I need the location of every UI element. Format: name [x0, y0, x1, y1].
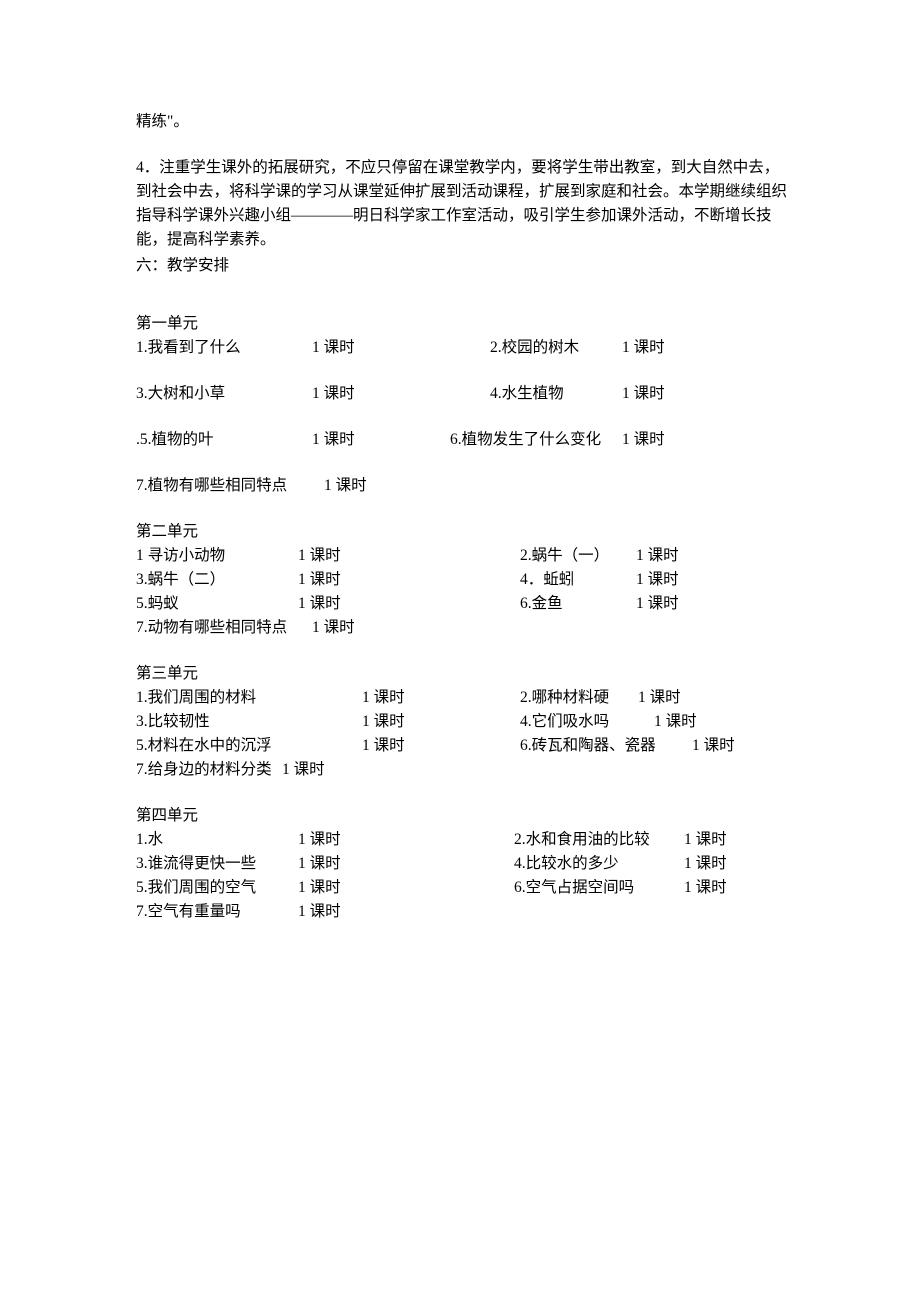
unit1-item3-left-hours: 1 课时	[312, 428, 450, 452]
unit1-item2-right: 4.水生植物	[490, 382, 622, 406]
unit4-row3: 5.我们周围的空气 1 课时 6.空气占据空间吗 1 课时	[136, 876, 788, 900]
unit4-row1: 1.水 1 课时 2.水和食用油的比较 1 课时	[136, 828, 788, 852]
unit2-item1-left: 1 寻访小动物	[136, 544, 298, 568]
unit1-item2-left: 3.大树和小草	[136, 382, 312, 406]
unit1-item2-right-hours: 1 课时	[622, 382, 665, 406]
unit4-item4-left-hours: 1 课时	[298, 900, 341, 924]
unit4-row2: 3.谁流得更快一些 1 课时 4.比较水的多少 1 课时	[136, 852, 788, 876]
unit2-item1-left-hours: 1 课时	[298, 544, 520, 568]
unit3-item2-right: 4.它们吸水吗	[520, 710, 654, 734]
unit1-row1: 1.我看到了什么 1 课时 2.校园的树木 1 课时	[136, 336, 788, 360]
unit3-row3: 5.材料在水中的沉浮 1 课时 6.砖瓦和陶器、瓷器 1 课时	[136, 734, 788, 758]
unit2-item4-left: 7.动物有哪些相同特点	[136, 616, 312, 640]
unit1-item2-left-hours: 1 课时	[312, 382, 490, 406]
unit1-item3-right: 6.植物发生了什么变化	[450, 428, 622, 452]
unit4-row4: 7.空气有重量吗 1 课时	[136, 900, 788, 924]
unit2-item1-right: 2.蜗牛（一）	[520, 544, 636, 568]
unit3-title: 第三单元	[136, 662, 788, 686]
unit4-item1-right-hours: 1 课时	[684, 828, 727, 852]
unit2-row4: 7.动物有哪些相同特点 1 课时	[136, 616, 788, 640]
unit3-item3-right: 6.砖瓦和陶器、瓷器	[520, 734, 692, 758]
unit1-item1-left: 1.我看到了什么	[136, 336, 312, 360]
unit3-row4: 7.给身边的材料分类 1 课时	[136, 758, 788, 782]
unit1-row3: .5.植物的叶 1 课时 6.植物发生了什么变化 1 课时	[136, 428, 788, 452]
section-6-heading: 六：教学安排	[136, 254, 788, 278]
unit4-item2-right-hours: 1 课时	[684, 852, 727, 876]
unit4-item3-right: 6.空气占据空间吗	[514, 876, 684, 900]
unit4-item1-right: 2.水和食用油的比较	[514, 828, 684, 852]
unit4-item2-left: 3.谁流得更快一些	[136, 852, 298, 876]
unit2-item3-right: 6.金鱼	[520, 592, 636, 616]
fragment-line: 精练"。	[136, 110, 788, 134]
unit3-item3-left: 5.材料在水中的沉浮	[136, 734, 362, 758]
unit1-item4-left-hours: 1 课时	[324, 474, 367, 498]
unit3-item1-left: 1.我们周围的材料	[136, 686, 362, 710]
unit4-item2-left-hours: 1 课时	[298, 852, 514, 876]
unit2-item2-right-hours: 1 课时	[636, 568, 679, 592]
unit4-item1-left-hours: 1 课时	[298, 828, 514, 852]
unit4-item3-right-hours: 1 课时	[684, 876, 727, 900]
unit1-row4: 7.植物有哪些相同特点 1 课时	[136, 474, 788, 498]
unit1-item4-left: 7.植物有哪些相同特点	[136, 474, 324, 498]
unit1-item1-right-hours: 1 课时	[622, 336, 665, 360]
paragraph-4: 4．注重学生课外的拓展研究，不应只停留在课堂教学内，要将学生带出教室，到大自然中…	[136, 156, 788, 252]
unit3-row2: 3.比较韧性 1 课时 4.它们吸水吗 1 课时	[136, 710, 788, 734]
unit1-title: 第一单元	[136, 312, 788, 336]
unit3-item2-right-hours: 1 课时	[654, 710, 697, 734]
unit3-item2-left: 3.比较韧性	[136, 710, 362, 734]
unit1-item1-left-hours: 1 课时	[312, 336, 490, 360]
unit4-title: 第四单元	[136, 804, 788, 828]
unit4-item4-left: 7.空气有重量吗	[136, 900, 298, 924]
unit3-item3-left-hours: 1 课时	[362, 734, 520, 758]
unit3-item2-left-hours: 1 课时	[362, 710, 520, 734]
unit2-item4-left-hours: 1 课时	[312, 616, 355, 640]
unit4-item2-right: 4.比较水的多少	[514, 852, 684, 876]
unit3-row1: 1.我们周围的材料 1 课时 2.哪种材料硬 1 课时	[136, 686, 788, 710]
unit2-item3-left-hours: 1 课时	[298, 592, 520, 616]
unit4-item1-left: 1.水	[136, 828, 298, 852]
unit2-row3: 5.蚂蚁 1 课时 6.金鱼 1 课时	[136, 592, 788, 616]
unit2-item2-right: 4．蚯蚓	[520, 568, 636, 592]
unit2-item2-left-hours: 1 课时	[298, 568, 520, 592]
unit3-item3-right-hours: 1 课时	[692, 734, 735, 758]
unit2-item3-left: 5.蚂蚁	[136, 592, 298, 616]
unit3-item1-right-hours: 1 课时	[638, 686, 681, 710]
unit2-item3-right-hours: 1 课时	[636, 592, 679, 616]
unit3-item1-left-hours: 1 课时	[362, 686, 520, 710]
unit2-row2: 3.蜗牛（二） 1 课时 4．蚯蚓 1 课时	[136, 568, 788, 592]
unit2-item2-left: 3.蜗牛（二）	[136, 568, 298, 592]
unit2-row1: 1 寻访小动物 1 课时 2.蜗牛（一） 1 课时	[136, 544, 788, 568]
page: 精练"。 4．注重学生课外的拓展研究，不应只停留在课堂教学内，要将学生带出教室，…	[0, 0, 920, 984]
unit4-item3-left-hours: 1 课时	[298, 876, 514, 900]
unit3-item4-left-hours: 1 课时	[282, 758, 325, 782]
unit4-item3-left: 5.我们周围的空气	[136, 876, 298, 900]
unit2-item1-right-hours: 1 课时	[636, 544, 679, 568]
unit1-item3-left: .5.植物的叶	[136, 428, 312, 452]
unit1-row2: 3.大树和小草 1 课时 4.水生植物 1 课时	[136, 382, 788, 406]
unit3-item1-right: 2.哪种材料硬	[520, 686, 638, 710]
unit1-item3-right-hours: 1 课时	[622, 428, 665, 452]
unit1-item1-right: 2.校园的树木	[490, 336, 622, 360]
unit2-title: 第二单元	[136, 520, 788, 544]
unit3-item4-left: 7.给身边的材料分类	[136, 758, 282, 782]
